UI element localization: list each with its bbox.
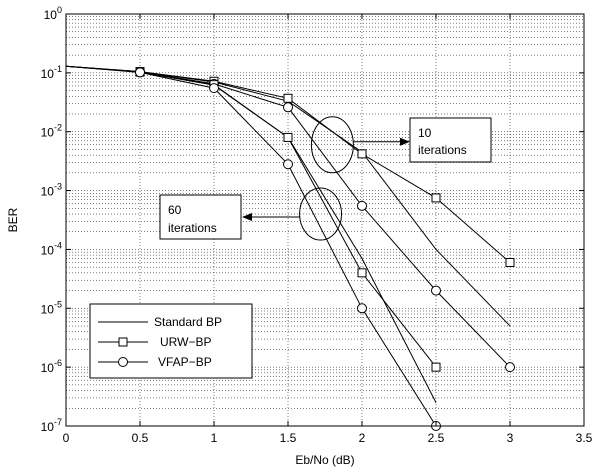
data-point-circle <box>135 67 145 78</box>
data-point-circle <box>283 102 293 113</box>
y-tick-label: 10-7 <box>41 417 62 434</box>
data-point-square <box>283 132 293 142</box>
legend-box <box>89 303 253 379</box>
annotation-arrowhead-10 <box>400 137 410 146</box>
y-tick-label: 10-6 <box>41 358 62 375</box>
legend-square-marker <box>118 337 128 347</box>
annotation-text-10-line2: iterations <box>418 143 467 157</box>
legend-label-standard-bp: Standard BP <box>154 315 222 329</box>
ticks: 0 0.5 1 1.5 2 2.5 3 3.5 100 10-1 10-2 10-3 10-4 10-5 1… <box>41 5 593 445</box>
y-tick-label: 10-5 <box>41 299 62 316</box>
data-point-square <box>505 257 515 267</box>
x-tick-label: 1.5 <box>280 431 297 445</box>
data-point-circle <box>357 200 367 211</box>
data-point-circle <box>505 362 515 373</box>
annotation-text-60-line1: 60 <box>168 203 182 217</box>
x-tick-label: 3 <box>507 431 514 445</box>
legend: Standard BP URW−BP VFAP−BP <box>89 303 253 379</box>
x-tick-label: 0 <box>63 431 70 445</box>
y-axis-label: BER <box>6 207 20 232</box>
grid <box>66 14 584 426</box>
annotation-ellipse-60 <box>299 187 343 241</box>
legend-label-vfap-bp: VFAP−BP <box>158 355 212 369</box>
annotation-box-60 <box>159 194 242 240</box>
annotation-box-10 <box>409 117 492 163</box>
annotation-60-iterations: 60 iterations <box>159 187 343 241</box>
y-tick-label: 10-1 <box>41 64 62 81</box>
annotation-text-60-line2: iterations <box>168 221 217 235</box>
data-point-circle <box>357 303 367 314</box>
x-axis-label: Eb/No (dB) <box>295 453 354 467</box>
legend-circle-marker <box>118 357 128 367</box>
annotation-arrowhead-60 <box>242 212 252 221</box>
x-tick-label: 0.5 <box>132 431 149 445</box>
x-tick-label: 1 <box>211 431 218 445</box>
data-point-circle <box>283 159 293 170</box>
series-line-vfap-bp <box>66 65 437 426</box>
y-tick-label: 10-4 <box>41 240 62 257</box>
y-tick-label: 100 <box>44 5 62 22</box>
data-point-square <box>431 362 441 372</box>
data-point-circle <box>209 83 219 94</box>
x-tick-label: 3.5 <box>576 431 593 445</box>
data-point-circle <box>431 285 441 296</box>
annotation-text-10-line1: 10 <box>418 126 432 140</box>
series-layer <box>66 65 515 431</box>
data-point-square <box>431 193 441 203</box>
x-tick-label: 2 <box>359 431 366 445</box>
y-tick-label: 10-3 <box>41 182 62 199</box>
data-point-square <box>283 93 293 103</box>
plot-frame <box>65 13 585 427</box>
annotation-ellipse-10 <box>310 116 354 174</box>
y-tick-label: 10-2 <box>41 123 62 140</box>
legend-label-urw-bp: URW−BP <box>160 335 211 349</box>
data-point-square <box>357 268 367 278</box>
data-point-square <box>357 149 367 159</box>
x-tick-label: 2.5 <box>428 431 445 445</box>
annotation-10-iterations: 10 iterations <box>310 116 492 174</box>
